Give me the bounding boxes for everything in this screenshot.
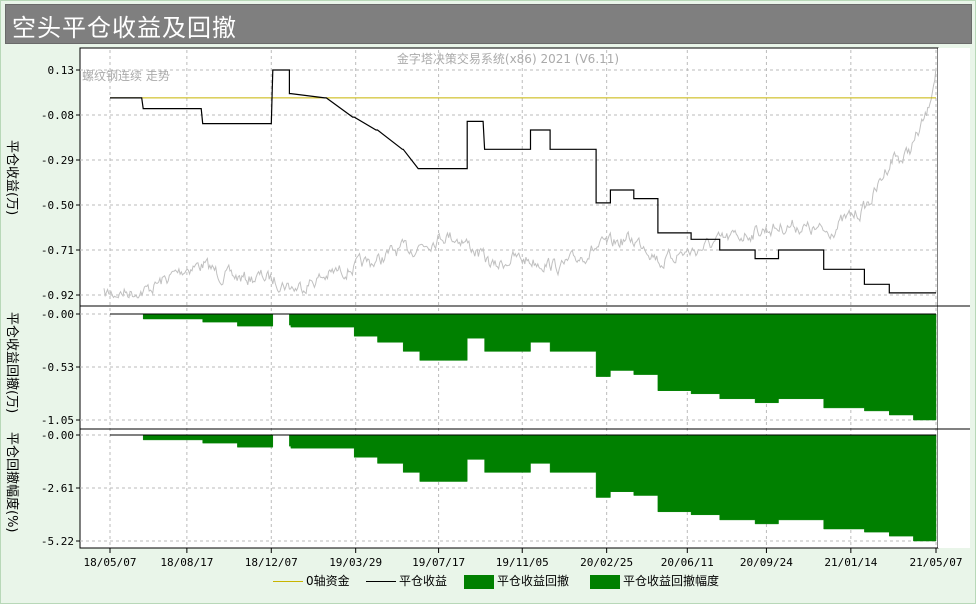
legend-item-drawdown-pct: 平仓收益回撤幅度 xyxy=(590,572,719,589)
panel-separators xyxy=(80,305,970,430)
legend-item-equity: 平仓收益 xyxy=(366,572,447,589)
y-axis-label-drawdown-pct: 平仓回撤幅度(%) xyxy=(4,432,20,533)
y-axis-label-equity: 平仓收益(万) xyxy=(4,140,19,215)
y-axis-label-text: 平仓收益回撤(万) xyxy=(4,312,20,413)
price-overlay xyxy=(103,67,937,299)
y-tick-label: -0.00 xyxy=(41,308,74,321)
y-tick-label: -0.29 xyxy=(41,154,74,167)
price-trend-line xyxy=(103,67,937,299)
y-tick-label: -0.50 xyxy=(41,199,74,212)
y-tick-label: -0.53 xyxy=(41,361,74,374)
legend-item-zero: 0轴资金 xyxy=(273,572,350,589)
legend-label-drawdown-pct: 平仓收益回撤幅度 xyxy=(623,574,720,588)
legend-label-equity: 平仓收益 xyxy=(399,574,448,588)
legend-swatch-zero xyxy=(273,581,303,582)
equity-line xyxy=(110,69,936,294)
window-title: 空头平仓收益及回撤 xyxy=(12,14,237,42)
x-tick-labels: 18/05/07 18/08/17 18/12/07 19/03/29 19/07/17… xyxy=(84,548,963,569)
x-tick-label: 20/02/25 xyxy=(580,556,633,569)
x-tick-label: 18/05/07 xyxy=(84,556,137,569)
x-tick-label: 20/06/11 xyxy=(661,556,714,569)
y-tick-label: -0.92 xyxy=(41,289,74,302)
y-tick-label: -0.71 xyxy=(41,244,74,257)
x-tick-label: 18/08/17 xyxy=(160,556,213,569)
drawdown-area xyxy=(110,313,937,421)
x-tick-label: 18/12/07 xyxy=(245,556,298,569)
y-tick-label: -1.05 xyxy=(41,414,74,427)
legend-item-drawdown: 平仓收益回撤 xyxy=(464,572,569,589)
watermark-text: 金字塔决策交易系统(x86) 2021 (V6.11) xyxy=(397,51,619,66)
x-tick-label: 20/09/24 xyxy=(740,556,793,569)
x-tick-label: 19/03/29 xyxy=(329,556,382,569)
legend-swatch-drawdown xyxy=(464,574,494,589)
legend-label-zero: 0轴资金 xyxy=(306,574,350,588)
x-tick-label: 19/07/17 xyxy=(412,556,465,569)
legend-swatch-equity xyxy=(366,581,396,582)
x-tick-label: 21/05/07 xyxy=(910,556,963,569)
x-tick-label: 19/11/05 xyxy=(496,556,549,569)
y-tick-label: -5.22 xyxy=(41,535,74,548)
x-tick-label: 21/01/14 xyxy=(824,556,877,569)
plot-right-margin xyxy=(938,48,970,548)
y-tick-label: -0.00 xyxy=(41,429,74,442)
y-tick-labels: 0.13 -0.08 -0.29 -0.50 -0.71 -0.92 -0.00 -0.53 -… xyxy=(41,64,80,548)
drawdown-pct-area xyxy=(110,434,937,542)
y-tick-label: -2.61 xyxy=(41,482,74,495)
y-axis-label-text: 平仓收益(万) xyxy=(4,140,19,215)
title-bar: 空头平仓收益及回撤 xyxy=(5,4,972,44)
y-tick-label: 0.13 xyxy=(48,64,75,77)
overlay-label: 螺纹钢连续 走势 xyxy=(82,68,170,83)
y-tick-label: -0.08 xyxy=(41,109,74,122)
chart-marks xyxy=(110,69,937,542)
legend-swatch-drawdown-pct xyxy=(590,574,620,589)
y-axis-label-text: 平仓回撤幅度(%) xyxy=(4,432,20,533)
y-axis-label-drawdown: 平仓收益回撤(万) xyxy=(4,312,20,413)
legend-label-drawdown: 平仓收益回撤 xyxy=(497,574,570,588)
